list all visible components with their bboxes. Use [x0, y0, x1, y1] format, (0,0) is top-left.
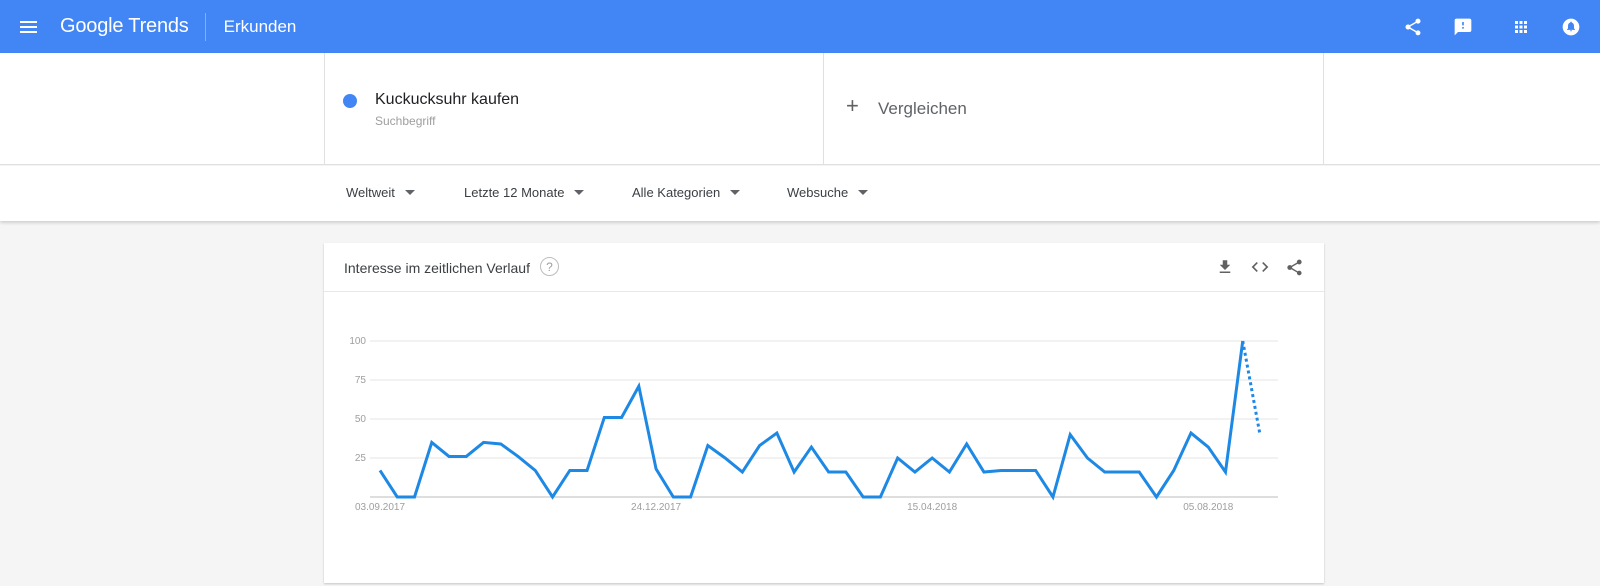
logo-trends-text: Trends	[128, 15, 189, 37]
search-term-row: Kuckucksuhr kaufen Suchbegriff + Verglei…	[0, 53, 1600, 165]
section-title: Erkunden	[223, 16, 297, 36]
x-tick-label: 03.09.2017	[355, 502, 405, 513]
card-header: Interesse im zeitlichen Verlauf ?	[324, 243, 1324, 292]
download-icon	[1219, 260, 1230, 273]
add-icon: +	[846, 93, 859, 118]
search-term-type: Suchbegriff	[375, 114, 436, 128]
region-filter-label: Weltweit	[346, 185, 395, 200]
embed-button[interactable]	[1242, 254, 1277, 280]
search-type-filter-label: Websuche	[787, 185, 849, 200]
card-share-button[interactable]	[1277, 254, 1312, 280]
y-tick-label: 50	[355, 414, 367, 425]
category-filter-label: Alle Kategorien	[632, 185, 721, 200]
compare-card[interactable]: + Vergleichen	[824, 53, 1324, 165]
download-button[interactable]	[1207, 254, 1242, 280]
y-tick-label: 75	[355, 375, 367, 386]
dropdown-arrow-icon	[574, 190, 585, 195]
card-actions	[1207, 254, 1312, 280]
interest-over-time-card: Interesse im zeitlichen Verlauf ? 100 75 5…	[324, 243, 1324, 583]
partial-data-line	[1241, 340, 1262, 435]
apps-icon	[1515, 20, 1527, 33]
interest-line-chart[interactable]: 100 75 50 25 03.09.2017 24.12.2017 15.04.2018…	[324, 292, 1324, 583]
embed-icon	[1251, 262, 1268, 272]
notifications-icon	[1562, 18, 1580, 35]
google-trends-logo[interactable]: Google Trends	[60, 15, 189, 38]
time-filter-label: Letzte 12 Monate	[464, 185, 565, 200]
y-tick-label: 25	[355, 453, 367, 464]
time-filter[interactable]: Letzte 12 Monate	[464, 185, 585, 200]
x-tick-label: 24.12.2017	[631, 502, 681, 513]
menu-icon	[19, 25, 37, 28]
term-color-dot	[343, 94, 357, 108]
dropdown-arrow-icon	[404, 190, 415, 195]
x-tick-label: 15.04.2018	[907, 502, 957, 513]
share-icon	[1405, 18, 1421, 35]
logo-google-text: Google	[60, 15, 124, 37]
card-title: Interesse im zeitlichen Verlauf	[344, 260, 530, 276]
help-icon[interactable]: ?	[540, 257, 559, 276]
search-term-title: Kuckucksuhr kaufen	[375, 91, 520, 108]
share-button[interactable]	[1388, 0, 1438, 53]
dropdown-arrow-icon	[730, 190, 741, 195]
apps-button[interactable]	[1496, 0, 1546, 53]
x-tick-label: 05.08.2018	[1183, 502, 1233, 513]
filter-bar: Weltweit Letzte 12 Monate Alle Kategorie…	[0, 166, 1600, 221]
share-icon	[1287, 259, 1302, 275]
search-type-filter[interactable]: Websuche	[787, 185, 869, 200]
header-divider	[204, 12, 206, 41]
series-line	[378, 340, 1245, 501]
top-app-bar: Google Trends Erkunden	[0, 0, 1600, 53]
region-filter[interactable]: Weltweit	[346, 185, 415, 200]
feedback-icon	[1454, 18, 1472, 35]
menu-button[interactable]	[0, 0, 56, 53]
dropdown-arrow-icon	[858, 190, 869, 195]
category-filter[interactable]: Alle Kategorien	[632, 185, 741, 200]
compare-label: Vergleichen	[878, 99, 967, 118]
feedback-button[interactable]	[1438, 0, 1488, 53]
search-term-card[interactable]: Kuckucksuhr kaufen Suchbegriff	[324, 53, 824, 165]
header-actions	[1388, 0, 1600, 53]
y-tick-label: 100	[349, 336, 366, 347]
notifications-button[interactable]	[1546, 0, 1596, 53]
